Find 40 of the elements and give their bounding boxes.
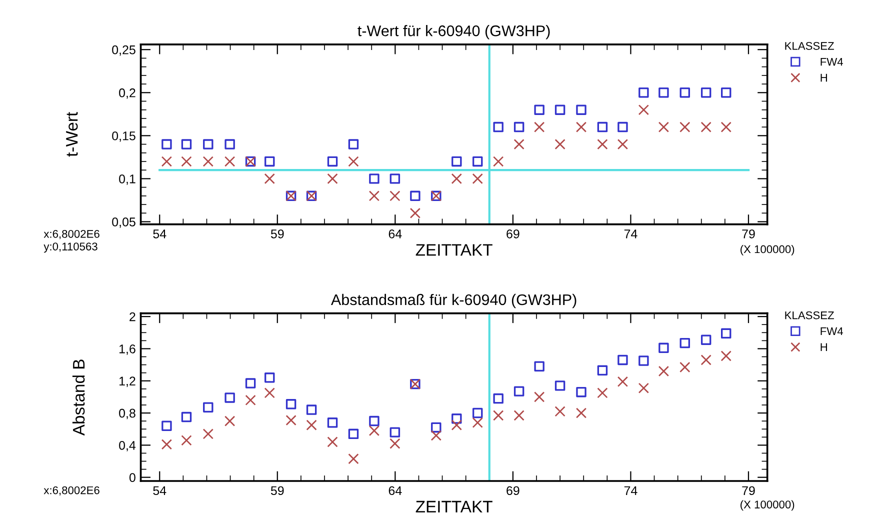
legend-label: H: [820, 74, 827, 82]
legend-label: FW4: [820, 58, 843, 66]
x-tick-label: 59: [270, 229, 284, 238]
x-axis-title: ZEITTAKT: [416, 244, 492, 256]
x-tick-label: 64: [388, 486, 402, 496]
x-tick-label: 79: [742, 486, 755, 496]
text: (X 100000): [740, 500, 794, 511]
x-tick-label: 54: [153, 486, 166, 496]
y-axis-title: Abstand B: [72, 360, 85, 436]
chart-title: Abstandsmaß für k-60940 (GW3HP): [330, 294, 576, 308]
text: y:0,110563: [44, 242, 98, 253]
x-tick-label: 64: [388, 229, 402, 238]
y-tick-label: 0: [129, 473, 136, 482]
y-tick-label: 1,6: [119, 344, 136, 355]
x-tick-label: 74: [624, 486, 638, 495]
x-tick-label: 79: [742, 229, 755, 238]
chart-title: t-Wert für k-60940 (GW3HP): [358, 25, 550, 40]
x-tick-label: 54: [153, 230, 166, 238]
y-tick-label: 0,2: [119, 88, 136, 99]
x-tick-label: 59: [270, 486, 284, 496]
x-tick-label: 69: [506, 486, 520, 496]
y-axis-title: t-Wert: [66, 112, 78, 157]
y-tick-label: 0,15: [112, 131, 136, 142]
legend-title: KLASSEZ: [785, 42, 834, 50]
y-tick-label: 0,8: [119, 408, 136, 420]
y-tick-label: 0,1: [119, 174, 136, 185]
text: (X 100000): [740, 244, 794, 256]
y-tick-label: 2: [130, 312, 136, 322]
y-tick-label: 0,05: [112, 218, 136, 228]
x-tick-label: 69: [506, 229, 520, 238]
y-tick-label: 1,2: [119, 376, 136, 387]
legend-label: FW4: [820, 327, 843, 336]
y-tick-label: 0,25: [112, 45, 136, 56]
x-tick-label: 74: [624, 230, 638, 238]
text: x:6,8002E6: [44, 486, 100, 496]
y-tick-label: 0,4: [119, 440, 136, 452]
x-axis-title: ZEITTAKT: [416, 500, 492, 512]
legend-title: KLASSEZ: [785, 311, 834, 320]
text: x:6,8002E6: [44, 230, 100, 240]
legend-label: H: [820, 343, 827, 351]
